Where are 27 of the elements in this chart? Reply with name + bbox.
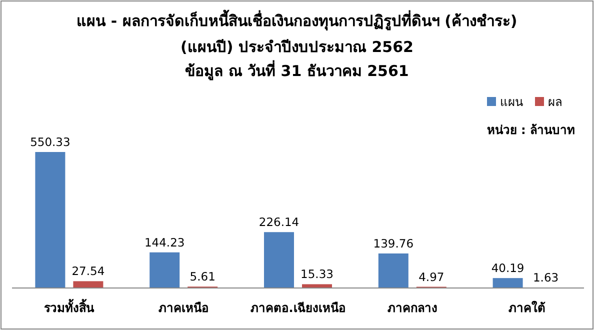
bar: [378, 253, 408, 288]
data-label: 27.54: [72, 264, 105, 278]
x-tick-label: ภาคตอ.เฉียงเหนือ: [250, 301, 346, 315]
data-label: 15.33: [300, 267, 334, 282]
data-label: 40.19: [491, 261, 524, 276]
bar: [150, 252, 180, 288]
data-label: 139.76: [373, 236, 414, 250]
x-tick-label: ภาคใต้: [508, 300, 546, 315]
chart-title: แผน - ผลการจัดเก็บหนี้สินเชื่อเงินกองทุนการปฏิรูปที่ดินฯ (ค้างชำระ): [76, 9, 518, 31]
bar: [264, 232, 294, 288]
data-label: 144.23: [144, 235, 185, 250]
data-label: 1.63: [532, 270, 559, 285]
data-label: 550.33: [30, 135, 70, 149]
chart-subtitle: (แผนปี) ประจำปีงบประมาณ 2562 ข้อมูล ณ วันที่ 31 ธันวาคม 2561: [180, 38, 414, 81]
x-tick-label: รวมทั้งสิ้น: [44, 298, 96, 315]
bar: [492, 278, 523, 288]
text: หน่วย : ล้านบาท: [486, 123, 575, 137]
legend-label: แผน: [500, 95, 523, 109]
bar: [73, 281, 104, 288]
data-label: 5.61: [190, 270, 216, 284]
data-label: 4.97: [418, 270, 444, 284]
bar: [302, 284, 332, 288]
data-label: 226.14: [258, 215, 300, 230]
bar: [35, 152, 66, 288]
x-tick-label: ภาคเหนือ: [158, 301, 209, 315]
x-tick-label: ภาคกลาง: [387, 301, 438, 315]
legend-label: ผล: [548, 95, 562, 109]
